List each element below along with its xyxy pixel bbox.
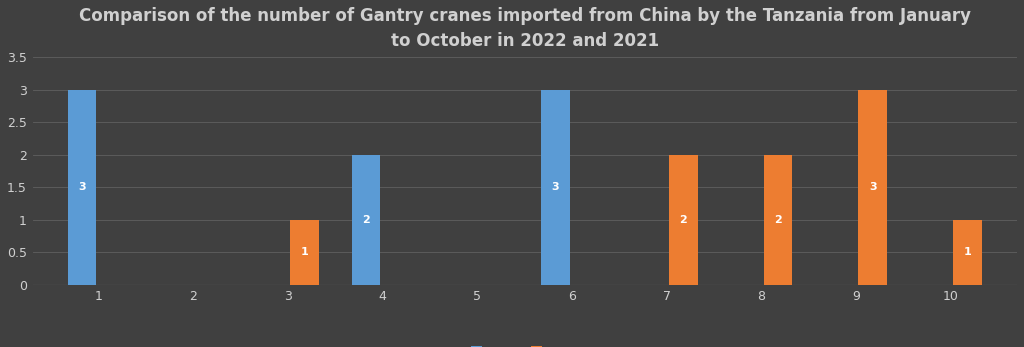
Legend: 2021, 2022: 2021, 2022 [466,342,584,347]
Text: 1: 1 [964,247,971,257]
Text: 2: 2 [680,214,687,225]
Bar [764,154,793,285]
Title: Comparison of the number of Gantry cranes imported from China by the Tanzania fr: Comparison of the number of Gantry crane… [79,7,971,50]
Text: 3: 3 [552,182,559,192]
Text: 2: 2 [774,214,782,225]
Bar [68,90,96,285]
Bar [542,90,569,285]
Text: 2: 2 [362,214,370,225]
Text: 1: 1 [301,247,308,257]
Bar [858,90,887,285]
Bar [953,220,982,285]
Bar [669,154,697,285]
Text: 3: 3 [869,182,877,192]
Bar [291,220,318,285]
Bar [352,154,380,285]
Text: 3: 3 [79,182,86,192]
